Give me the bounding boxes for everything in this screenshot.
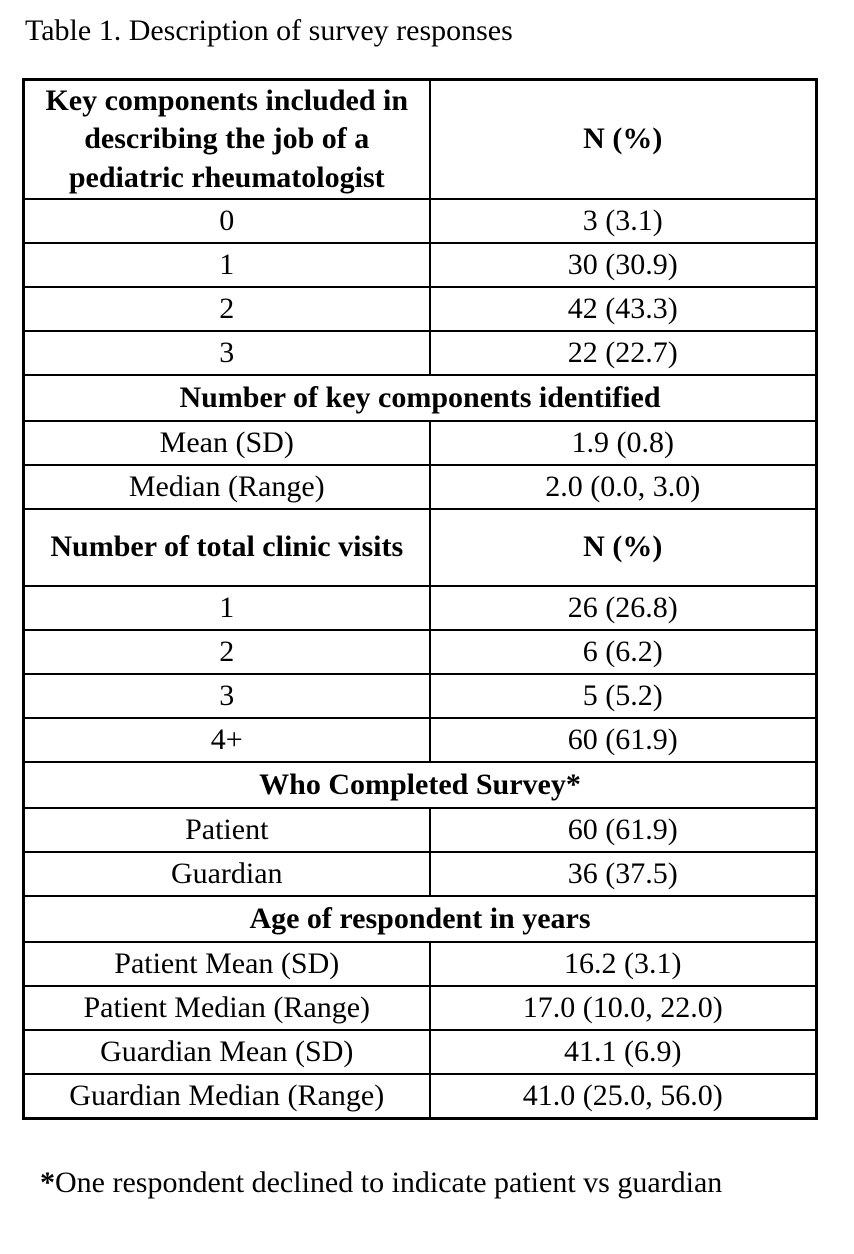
table-row: 2 42 (43.3) — [22, 286, 818, 333]
table-header-row: Key components included in describing th… — [22, 78, 818, 201]
row-value-cell: 36 (37.5) — [428, 851, 818, 898]
table-row: Patient Median (Range) 17.0 (10.0, 22.0) — [22, 985, 818, 1032]
row-value-cell: 41.0 (25.0, 56.0) — [428, 1073, 818, 1120]
row-value-cell: 16.2 (3.1) — [428, 941, 818, 988]
section-header-row-age: Age of respondent in years — [22, 895, 818, 944]
table-row: 1 30 (30.9) — [22, 242, 818, 289]
table-row: Guardian Mean (SD) 41.1 (6.9) — [22, 1029, 818, 1076]
section-header-label: Age of respondent in years — [22, 895, 818, 944]
column-header-n-percent: N (%) — [428, 78, 818, 201]
row-label-cell: 3 — [22, 330, 431, 377]
table-row: Median (Range) 2.0 (0.0, 3.0) — [22, 464, 818, 511]
row-value-cell: 42 (43.3) — [428, 286, 818, 333]
table-row: 2 6 (6.2) — [22, 629, 818, 676]
table-row: Mean (SD) 1.9 (0.8) — [22, 420, 818, 467]
row-value-cell: 3 (3.1) — [428, 198, 818, 245]
table-row: Guardian 36 (37.5) — [22, 851, 818, 898]
row-label-cell: Mean (SD) — [22, 420, 431, 467]
row-label-cell: Patient — [22, 807, 431, 854]
table-row: Patient 60 (61.9) — [22, 807, 818, 854]
table-row: Patient Mean (SD) 16.2 (3.1) — [22, 941, 818, 988]
table-row: 3 22 (22.7) — [22, 330, 818, 377]
column-header-key-components: Key components included in describing th… — [22, 78, 431, 201]
row-label-cell: Guardian — [22, 851, 431, 898]
section-header-label: Who Completed Survey* — [22, 761, 818, 810]
footnote-text: One respondent declined to indicate pati… — [55, 1166, 723, 1200]
row-label-cell: 1 — [22, 585, 431, 632]
row-label-cell: 1 — [22, 242, 431, 289]
table-row: 0 3 (3.1) — [22, 198, 818, 245]
row-label-cell: Guardian Median (Range) — [22, 1073, 431, 1120]
column-header-clinic-visits: Number of total clinic visits — [22, 508, 431, 588]
row-value-cell: 5 (5.2) — [428, 673, 818, 720]
row-value-cell: 41.1 (6.9) — [428, 1029, 818, 1076]
row-value-cell: 1.9 (0.8) — [428, 420, 818, 467]
section-header-label: Number of key components identified — [22, 374, 818, 423]
table-caption: Table 1. Description of survey responses — [25, 14, 513, 47]
table-row: Guardian Median (Range) 41.0 (25.0, 56.0… — [22, 1073, 818, 1120]
row-value-cell: 60 (61.9) — [428, 717, 818, 764]
table-row: 4+ 60 (61.9) — [22, 717, 818, 764]
survey-table: Key components included in describing th… — [22, 78, 818, 1121]
table-footnote: *One respondent declined to indicate pat… — [40, 1166, 854, 1200]
row-label-cell: 2 — [22, 629, 431, 676]
section-header-row-who-completed: Who Completed Survey* — [22, 761, 818, 810]
row-label-cell: 4+ — [22, 717, 431, 764]
row-label-cell: Patient Mean (SD) — [22, 941, 431, 988]
row-value-cell: 22 (22.7) — [428, 330, 818, 377]
row-value-cell: 6 (6.2) — [428, 629, 818, 676]
page: Table 1. Description of survey responses… — [0, 14, 854, 1254]
row-value-cell: 17.0 (10.0, 22.0) — [428, 985, 818, 1032]
row-value-cell: 2.0 (0.0, 3.0) — [428, 464, 818, 511]
table-row: 1 26 (26.8) — [22, 585, 818, 632]
survey-table-body: Key components included in describing th… — [22, 78, 818, 1120]
subheader-row-clinic-visits: Number of total clinic visits N (%) — [22, 508, 818, 588]
row-label-cell: Patient Median (Range) — [22, 985, 431, 1032]
footnote-asterisk: * — [40, 1166, 55, 1200]
table-row: 3 5 (5.2) — [22, 673, 818, 720]
row-value-cell: 60 (61.9) — [428, 807, 818, 854]
row-label-cell: Guardian Mean (SD) — [22, 1029, 431, 1076]
row-value-cell: 26 (26.8) — [428, 585, 818, 632]
row-label-cell: 0 — [22, 198, 431, 245]
section-header-row-key-components: Number of key components identified — [22, 374, 818, 423]
row-label-cell: 3 — [22, 673, 431, 720]
row-value-cell: 30 (30.9) — [428, 242, 818, 289]
column-header-n-percent: N (%) — [428, 508, 818, 588]
row-label-cell: Median (Range) — [22, 464, 431, 511]
row-label-cell: 2 — [22, 286, 431, 333]
